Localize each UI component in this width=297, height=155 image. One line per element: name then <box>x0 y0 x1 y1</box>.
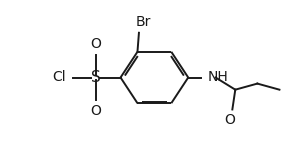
Text: Br: Br <box>136 15 151 29</box>
Text: NH: NH <box>207 71 228 84</box>
Text: S: S <box>91 70 100 85</box>
Text: O: O <box>225 113 236 127</box>
Text: Cl: Cl <box>53 71 66 84</box>
Text: O: O <box>90 104 101 118</box>
Text: O: O <box>90 37 101 51</box>
